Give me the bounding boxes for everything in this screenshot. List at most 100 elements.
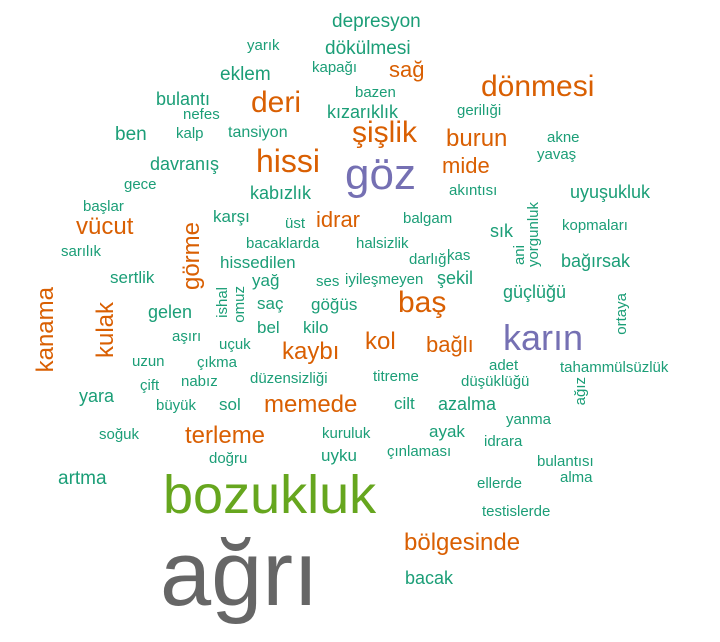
word-bacak: bacak bbox=[405, 568, 454, 588]
word-idrar: idrar bbox=[316, 207, 361, 232]
word-ucuk: uçuk bbox=[219, 336, 251, 353]
word-ortaya: ortaya bbox=[613, 293, 630, 335]
word-kilo: kilo bbox=[303, 318, 329, 337]
word-cikma: çıkma bbox=[197, 354, 238, 371]
word-bas: baş bbox=[398, 286, 447, 319]
word-omuz: omuz bbox=[231, 286, 248, 323]
word-baslar: başlar bbox=[83, 198, 124, 215]
word-adet: adet bbox=[489, 357, 519, 374]
word-cift: çift bbox=[140, 377, 160, 394]
word-gece: gece bbox=[124, 176, 157, 193]
word-alma: alma bbox=[560, 469, 593, 486]
word-azalma: azalma bbox=[438, 394, 497, 414]
word-kalp: kalp bbox=[176, 125, 204, 142]
word-bel: bel bbox=[257, 318, 280, 337]
word-agiz: ağız bbox=[572, 377, 589, 406]
word-dusuklugu: düşüklüğü bbox=[461, 373, 530, 390]
word-geriligi: gerilıği bbox=[457, 102, 502, 119]
word-ani: ani bbox=[511, 245, 528, 266]
word-karsi: karşı bbox=[213, 207, 250, 226]
word-ishal: ishal bbox=[214, 287, 231, 318]
word-tansiyon: tansiyon bbox=[228, 124, 288, 141]
word-kizariklik: kızarıklık bbox=[327, 102, 399, 122]
word-bulantisi: bulantısı bbox=[537, 453, 594, 470]
word-goz: göz bbox=[345, 150, 416, 199]
word-asiri: aşırı bbox=[172, 328, 202, 345]
word-duzensizligi: düzensizliği bbox=[250, 370, 328, 387]
word-gorme: görme bbox=[178, 222, 205, 291]
word-ust: üst bbox=[285, 215, 306, 232]
word-bazen: bazen bbox=[355, 84, 396, 101]
word-kas: kas bbox=[447, 247, 471, 264]
word-nefes: nefes bbox=[183, 106, 220, 123]
word-guclugu: güçlüğü bbox=[503, 282, 567, 302]
word-eklem: eklem bbox=[220, 64, 271, 85]
word-kuruluk: kuruluk bbox=[322, 425, 371, 442]
word-sik: sık bbox=[490, 221, 514, 241]
word-ayak: ayak bbox=[429, 422, 465, 441]
word-terleme: terleme bbox=[185, 422, 266, 449]
word-deri: deri bbox=[251, 86, 302, 119]
word-balgam: balgam bbox=[403, 210, 453, 227]
word-depresyon: depresyon bbox=[332, 11, 421, 32]
word-cilt: cilt bbox=[394, 394, 415, 413]
word-ses: ses bbox=[316, 273, 340, 290]
word-bozukluk: bozukluk bbox=[163, 465, 377, 525]
word-yavas: yavaş bbox=[537, 146, 577, 163]
word-sol: sol bbox=[219, 395, 241, 414]
word-uzun: uzun bbox=[132, 353, 165, 370]
word-dokulmesi: dökülmesi bbox=[325, 38, 411, 59]
word-ellerde: ellerde bbox=[477, 475, 523, 492]
word-gogus: göğüs bbox=[311, 295, 358, 314]
word-mide: mide bbox=[442, 153, 490, 178]
word-soguk: soğuk bbox=[99, 426, 140, 443]
word-yanma: yanma bbox=[506, 411, 552, 428]
word-ben: ben bbox=[115, 124, 147, 145]
word-titreme: titreme bbox=[373, 368, 419, 385]
word-buyuk: büyük bbox=[156, 397, 197, 414]
word-kapagi: kapağı bbox=[312, 59, 358, 76]
word-cinlamasi: çınlaması bbox=[387, 443, 452, 460]
word-uyusukluk: uyuşukluk bbox=[570, 182, 651, 202]
word-burun: burun bbox=[446, 125, 508, 152]
word-uyku: uyku bbox=[321, 446, 357, 465]
word-akne: akne bbox=[547, 129, 580, 146]
word-bagirsak: bağırsak bbox=[561, 251, 631, 271]
word-yarik: yarık bbox=[247, 37, 280, 54]
word-yara: yara bbox=[79, 386, 115, 406]
word-sekil: şekil bbox=[437, 268, 474, 288]
word-davranis: davranış bbox=[150, 154, 220, 174]
word-sac: saç bbox=[257, 294, 284, 313]
word-halsizlik: halsizlik bbox=[356, 235, 409, 252]
word-hissi: hissi bbox=[256, 143, 321, 179]
word-bagli: bağlı bbox=[426, 332, 474, 357]
word-kulak: kulak bbox=[92, 302, 119, 359]
word-testislerde: testislerde bbox=[482, 503, 551, 520]
word-bulanti: bulantı bbox=[156, 89, 211, 109]
word-vucut: vücut bbox=[76, 213, 134, 240]
word-agri: ağrı bbox=[160, 523, 319, 625]
word-tahammulsuzluk: tahammülsüzlük bbox=[560, 359, 669, 376]
word-kol: kol bbox=[365, 328, 396, 355]
word-gelen: gelen bbox=[148, 302, 193, 322]
word-sislik: şişlik bbox=[352, 116, 417, 149]
word-karin: karın bbox=[503, 317, 584, 358]
word-bacaklarda: bacaklarda bbox=[246, 235, 320, 252]
word-akintisi: akıntısı bbox=[449, 182, 498, 199]
word-yorgunluk: yorgunluk bbox=[525, 202, 542, 268]
word-iyilesmeyen: iyileşmeyen bbox=[345, 271, 424, 288]
word-memede: memede bbox=[264, 391, 358, 418]
word-sag: sağ bbox=[389, 57, 425, 82]
word-darligi: darlığı bbox=[409, 251, 451, 268]
word-kopmalari: kopmaları bbox=[562, 217, 628, 234]
word-bolgesinde: bölgesinde bbox=[404, 529, 521, 556]
word-hissedilen: hissedilen bbox=[220, 253, 296, 272]
word-kaybi: kaybı bbox=[282, 338, 340, 365]
word-artma: artma bbox=[58, 468, 107, 489]
word-kabizlik: kabızlık bbox=[250, 183, 312, 203]
word-idrara: idrara bbox=[484, 433, 523, 450]
word-nabiz: nabız bbox=[181, 373, 218, 390]
word-sarilik: sarılık bbox=[61, 243, 102, 260]
word-dogru: doğru bbox=[209, 450, 248, 467]
